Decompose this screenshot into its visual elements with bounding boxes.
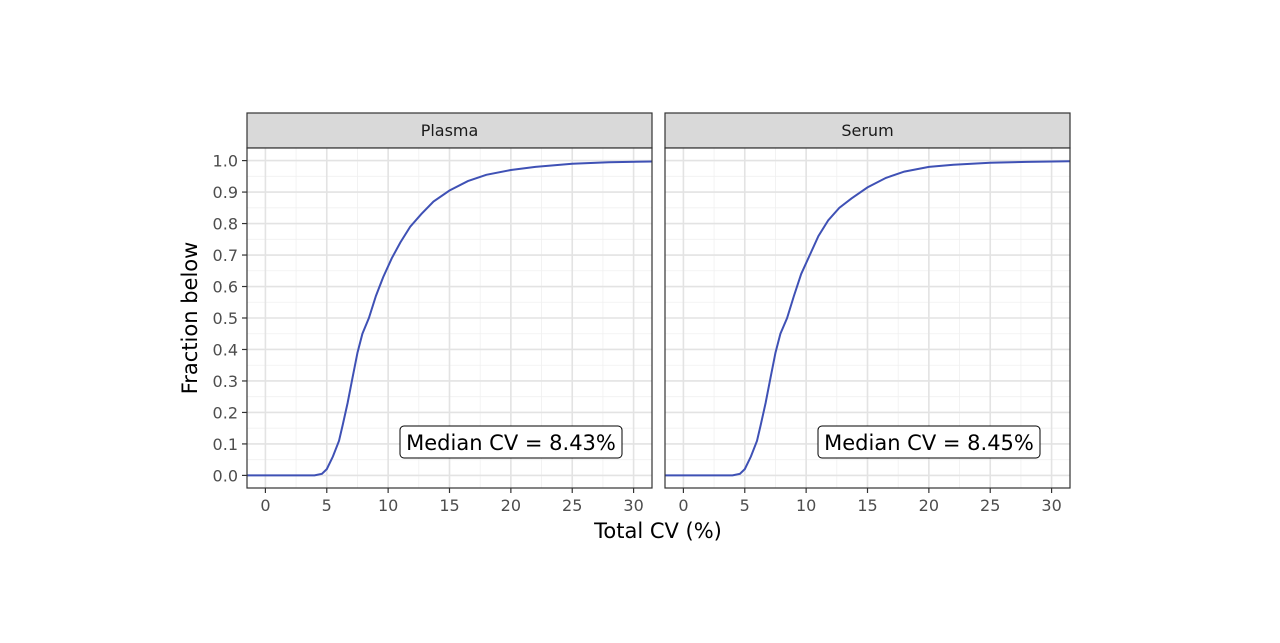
strip-label-serum: Serum: [841, 121, 893, 140]
x-tick-label: 20: [919, 496, 939, 515]
y-tick-label: 0.0: [213, 466, 238, 485]
y-tick-label: 0.5: [213, 309, 238, 328]
median-label-serum: Median CV = 8.45%: [817, 425, 1041, 459]
cdf-line-serum: [665, 160, 1071, 477]
x-tick-label: 10: [796, 496, 816, 515]
x-tick-label: 20: [501, 496, 521, 515]
strip-serum: [664, 112, 1071, 149]
x-tick-label: 5: [322, 496, 332, 515]
y-tick-label: 0.3: [213, 372, 238, 391]
y-tick-label: 0.8: [213, 215, 238, 234]
x-axis-serum: 0 5 10 15 20 25 30: [678, 488, 1062, 515]
y-axis: 0.0 0.1 0.2 0.3 0.4 0.5 0.6 0.7 0.8 0.9 1.0: [213, 152, 247, 485]
x-tick-label: 30: [1041, 496, 1061, 515]
cdf-line-plasma: [247, 160, 653, 477]
x-tick-label: 30: [623, 496, 643, 515]
strip-plasma: [246, 112, 653, 149]
median-label-plasma: Median CV = 8.43%: [399, 425, 623, 459]
y-tick-label: 0.4: [213, 340, 238, 359]
x-tick-label: 10: [378, 496, 398, 515]
x-axis-title: Total CV (%): [593, 519, 722, 543]
y-axis-title: Fraction below: [178, 242, 202, 395]
x-axis-plasma: 0 5 10 15 20 25 30: [260, 488, 644, 515]
y-tick-label: 1.0: [213, 152, 238, 171]
x-tick-label: 15: [439, 496, 459, 515]
median-cv-annotation-serum: Median CV = 8.45%: [824, 431, 1034, 455]
median-cv-annotation-plasma: Median CV = 8.43%: [406, 431, 616, 455]
panel-plasma: Plasma Median CV = 8.43% 0 5 10 15 20 25 30: [246, 112, 653, 515]
strip-label-plasma: Plasma: [421, 121, 479, 140]
x-tick-label: 0: [678, 496, 688, 515]
x-tick-label: 5: [740, 496, 750, 515]
x-tick-label: 15: [857, 496, 877, 515]
y-tick-label: 0.7: [213, 246, 238, 265]
x-tick-label: 25: [980, 496, 1000, 515]
panel-serum: Serum Median CV = 8.45% 0 5 10 15 20 25 30: [664, 112, 1071, 515]
x-tick-label: 25: [562, 496, 582, 515]
y-tick-label: 0.9: [213, 183, 238, 202]
y-tick-label: 0.1: [213, 435, 238, 454]
x-tick-label: 0: [260, 496, 270, 515]
y-tick-label: 0.2: [213, 403, 238, 422]
y-tick-label: 0.6: [213, 278, 238, 297]
